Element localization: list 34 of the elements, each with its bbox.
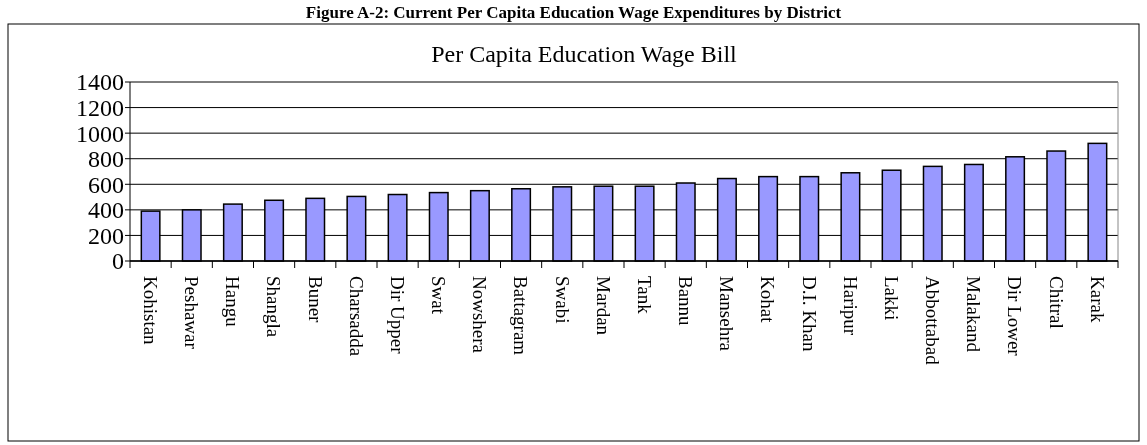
x-tick-label: Shangla <box>263 276 285 338</box>
y-tick-label: 600 <box>88 171 124 198</box>
x-tick-label: Dir Lower <box>1004 276 1026 357</box>
x-tick-label: D.I. Khan <box>798 276 820 352</box>
x-tick-label: Hangu <box>222 276 244 328</box>
y-tick-label: 1000 <box>76 120 124 147</box>
x-tick-label: Peshawar <box>181 276 203 350</box>
x-tick-label: Mansehra <box>716 276 738 352</box>
x-tick-label: Chitral <box>1045 276 1067 329</box>
y-tick-label: 400 <box>88 197 124 224</box>
x-tick-label: Swabi <box>551 276 573 324</box>
x-tick-label: Nowshera <box>469 276 491 354</box>
x-tick-label: Kohistan <box>139 276 161 346</box>
text: Figure A-2: Current Per Capita Education Wage Expenditures by District <box>305 3 842 22</box>
y-tick-label: 1200 <box>76 94 124 121</box>
x-tick-label: Swat <box>428 276 450 315</box>
x-tick-label: Malakand <box>963 276 985 353</box>
x-tick-label: Mardan <box>592 276 614 336</box>
y-tick-label: 1400 <box>76 69 124 96</box>
x-tick-label: Battagram <box>510 276 532 356</box>
x-tick-label: Karak <box>1086 276 1108 323</box>
x-tick-label: Tank <box>633 276 655 315</box>
x-tick-label: Bannu <box>675 276 697 327</box>
y-tick-label: 200 <box>88 222 124 249</box>
x-tick-label: Haripur <box>839 276 861 336</box>
y-tick-label: 800 <box>88 146 124 173</box>
x-tick-label: Lakki <box>880 276 902 321</box>
x-tick-label: Buner <box>304 276 326 324</box>
chart-title: Per Capita Education Wage Bill <box>431 41 738 67</box>
x-tick-label: Charsadda <box>345 276 367 357</box>
x-tick-label: Kohat <box>757 276 779 324</box>
x-tick-label: Abbottabad <box>922 276 944 366</box>
y-tick-label: 0 <box>112 248 124 275</box>
x-tick-label: Dir Upper <box>386 276 408 355</box>
